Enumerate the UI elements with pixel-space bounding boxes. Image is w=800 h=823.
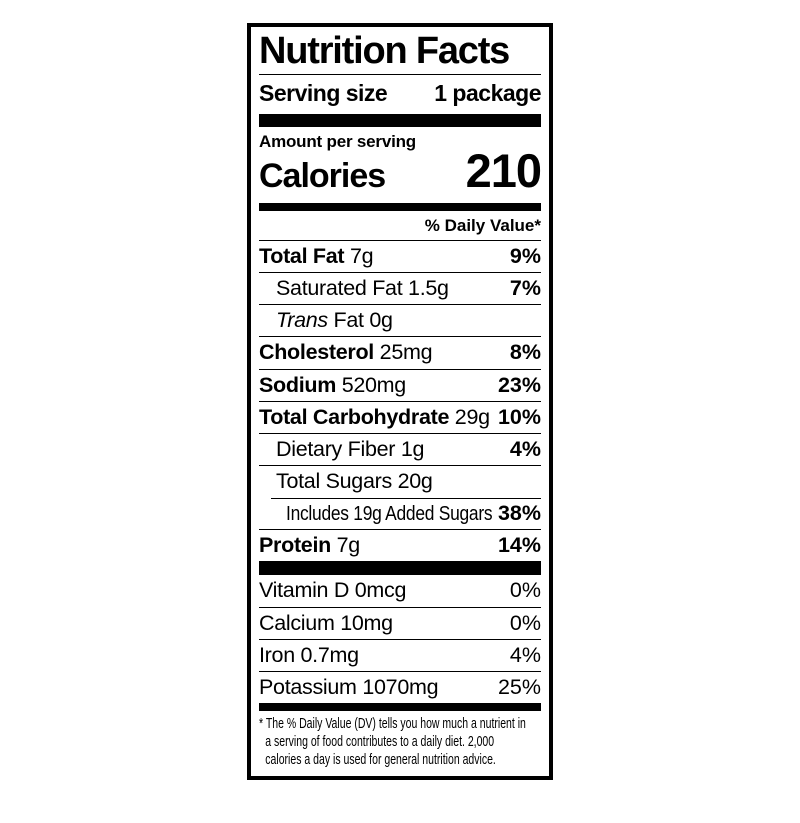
row-total-fat: Total Fat 7g 9%	[259, 239, 541, 272]
row-vitamin-d: Vitamin D 0mcg 0%	[259, 575, 541, 606]
footnote: * The % Daily Value (DV) tells you how m…	[259, 711, 541, 769]
serving-size-value: 1 package	[434, 79, 541, 106]
daily-value: 14%	[497, 533, 541, 558]
calories-value: 210	[465, 143, 542, 197]
row-iron: Iron 0.7mg 4%	[259, 638, 541, 671]
nutrient-name: Trans Fat 0g	[276, 308, 393, 333]
daily-value: 23%	[497, 372, 541, 397]
nutrient-name: Includes 19g Added Sugars	[286, 502, 493, 525]
medium-divider-calories	[259, 202, 541, 211]
daily-value: 9%	[509, 243, 541, 268]
footnote-text: * The % Daily Value (DV) tells you how m…	[259, 715, 526, 769]
row-total-sugars: Total Sugars 20g	[259, 465, 541, 497]
row-trans-fat: Trans Fat 0g	[259, 304, 541, 336]
nutrient-name: Calcium 10mg	[259, 610, 393, 635]
row-potassium: Potassium 1070mg 25%	[259, 670, 541, 703]
row-protein: Protein 7g 14%	[259, 529, 541, 561]
row-cholesterol: Cholesterol 25mg 8%	[259, 336, 541, 368]
serving-size-label: Serving size	[259, 79, 388, 106]
row-added-sugars: Includes 19g Added Sugars 38%	[259, 497, 541, 530]
daily-value: 0%	[509, 610, 541, 635]
row-calcium: Calcium 10mg 0%	[259, 606, 541, 639]
daily-value: 8%	[509, 340, 541, 365]
nutrient-name: Vitamin D 0mcg	[259, 578, 407, 603]
nutrition-facts-label: Nutrition Facts Serving size 1 package A…	[247, 23, 553, 781]
label-title: Nutrition Facts	[259, 32, 541, 75]
nutrient-name: Iron 0.7mg	[259, 642, 359, 667]
daily-value: 38%	[497, 500, 541, 525]
row-dietary-fiber: Dietary Fiber 1g 4%	[259, 433, 541, 465]
nutrient-name: Saturated Fat 1.5g	[276, 275, 449, 300]
daily-value: 10%	[497, 404, 541, 429]
daily-value: 4%	[509, 642, 541, 667]
nutrient-name: Potassium 1070mg	[259, 674, 439, 699]
nutrient-name: Sodium 520mg	[259, 372, 406, 397]
daily-value: 7%	[509, 275, 541, 300]
calories-label: Calories	[259, 156, 386, 195]
daily-value: 25%	[497, 674, 541, 699]
nutrient-name: Total Fat 7g	[259, 243, 374, 268]
thick-divider-protein	[259, 561, 541, 576]
row-sodium: Sodium 520mg 23%	[259, 368, 541, 401]
row-saturated-fat: Saturated Fat 1.5g 7%	[259, 271, 541, 304]
calories-row: Calories 210	[259, 143, 542, 201]
nutrient-name: Total Carbohydrate 29g	[259, 404, 490, 429]
medium-divider-footnote	[259, 703, 541, 712]
nutrient-name: Cholesterol 25mg	[259, 340, 433, 365]
nutrient-name: Dietary Fiber 1g	[276, 437, 425, 462]
nutrient-name: Total Sugars 20g	[276, 469, 433, 494]
nutrient-name: Protein 7g	[259, 533, 360, 558]
serving-size-row: Serving size 1 package	[259, 75, 541, 114]
daily-value: 4%	[509, 437, 541, 462]
daily-value-header: % Daily Value*	[424, 215, 541, 235]
daily-value: 0%	[509, 578, 541, 603]
thick-divider-top	[259, 113, 541, 127]
amount-per-serving-label: Amount per serving	[259, 131, 416, 151]
row-total-carbohydrate: Total Carbohydrate 29g 10%	[259, 400, 541, 433]
